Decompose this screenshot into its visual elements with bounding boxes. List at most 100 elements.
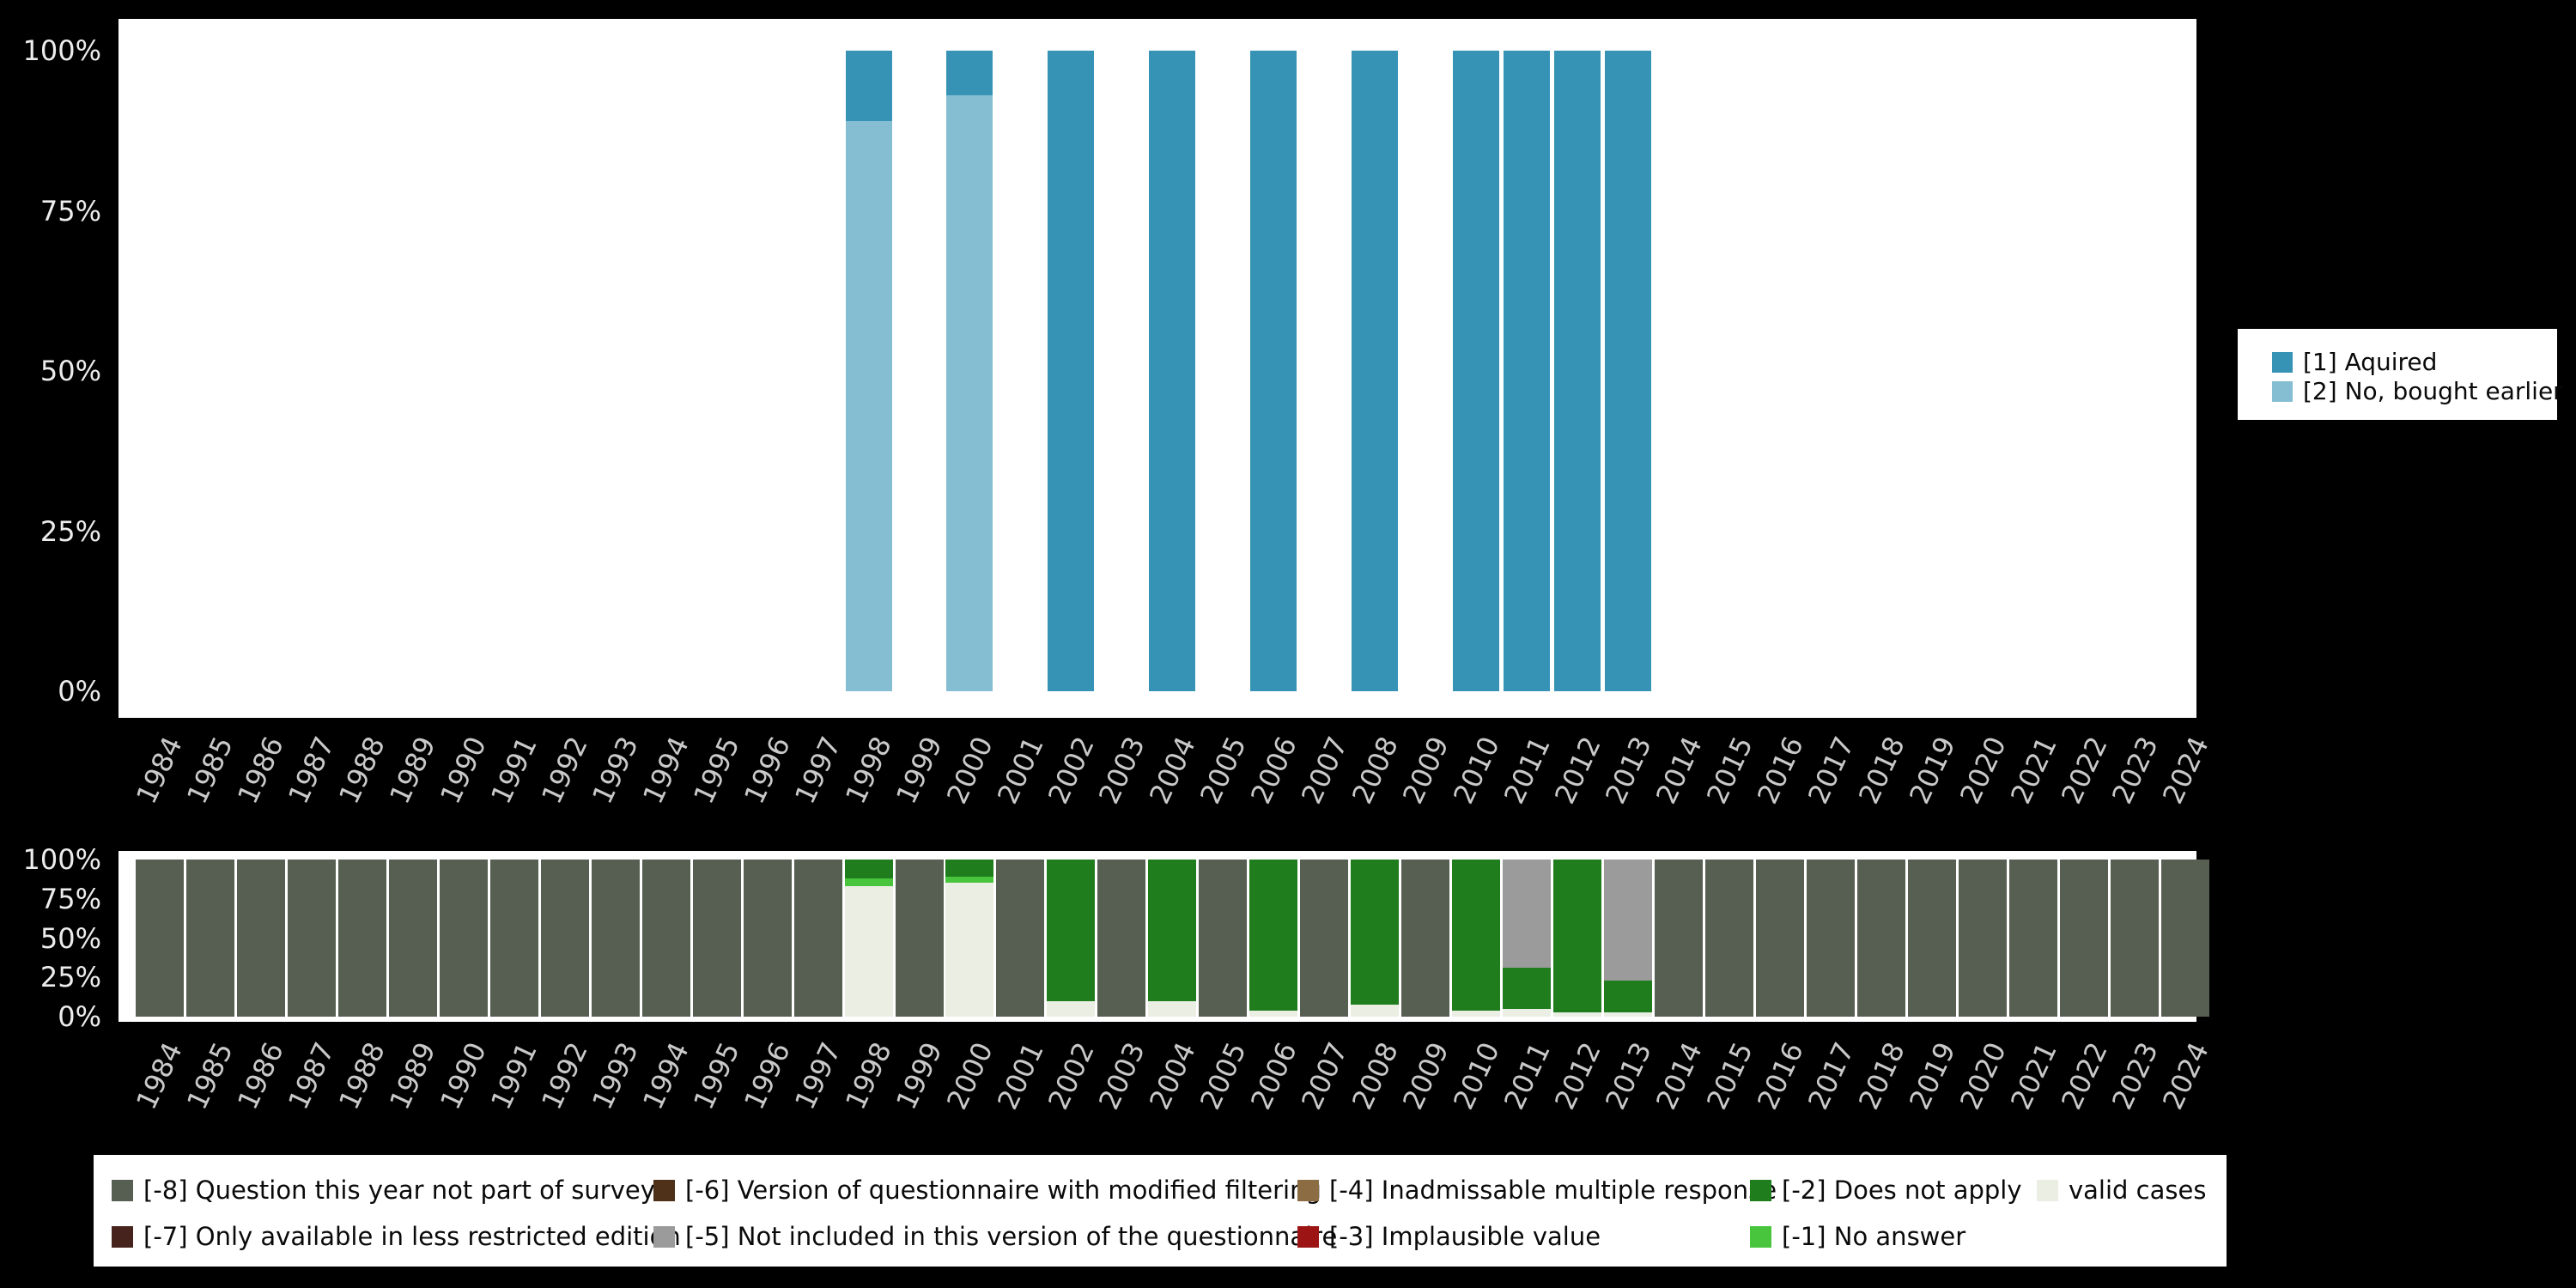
bar-segment-1997--8[interactable] <box>793 859 842 1018</box>
bar-segment-1990--8[interactable] <box>439 859 488 1018</box>
bar-segment-2012-valid[interactable] <box>1553 1012 1602 1018</box>
bar-segment-1994--8[interactable] <box>641 859 690 1018</box>
bar-segment-2007--8[interactable] <box>1300 859 1349 1018</box>
bar-segment-2012--2[interactable] <box>1553 859 1602 1012</box>
bar-segment-2006-1[interactable] <box>1250 51 1297 691</box>
x-tick-label-2000: 2000 <box>940 732 999 809</box>
bar-segment-1996--8[interactable] <box>743 859 792 1018</box>
legend-label--1: [-1] No answer <box>1782 1222 1966 1251</box>
bar-segment-2000-1[interactable] <box>946 51 993 96</box>
bar-segment-2021--8[interactable] <box>2009 859 2058 1018</box>
bar-segment-2009--8[interactable] <box>1401 859 1450 1018</box>
legend-item--6: [-6] Version of questionnaire with modif… <box>653 1176 1321 1205</box>
bar-segment-2012-1[interactable] <box>1554 51 1601 691</box>
x-tick-label-2003: 2003 <box>1092 732 1151 809</box>
bar-segment-1984--8[interactable] <box>135 859 184 1018</box>
bar-segment-2019--8[interactable] <box>1908 859 1957 1018</box>
bar-segment-2008-1[interactable] <box>1352 51 1399 691</box>
x-tick-label-1984: 1984 <box>130 1037 190 1115</box>
x-tick-label-2019: 2019 <box>1902 1037 1962 1115</box>
bar-segment-2005--8[interactable] <box>1199 859 1248 1018</box>
legend-label-1: [1] Aquired <box>2303 348 2438 376</box>
x-tick-label-2021: 2021 <box>2003 1037 2063 1115</box>
values-chart-y-axis: 0% 25% 50% 75% 100% <box>7 19 101 718</box>
bar-segment-1999--8[interactable] <box>895 859 944 1018</box>
bar-segment-1995--8[interactable] <box>692 859 741 1018</box>
bar-segment-1989--8[interactable] <box>388 859 437 1018</box>
bar-segment-2006-valid[interactable] <box>1249 1011 1298 1018</box>
bar-segment-2000-2[interactable] <box>946 95 993 691</box>
legend-label--4: [-4] Inadmissable multiple response <box>1329 1176 1777 1205</box>
bar-segment-2017--8[interactable] <box>1807 859 1856 1018</box>
legend-item-valid: valid cases <box>2037 1176 2206 1205</box>
bar-segment-1998-valid[interactable] <box>844 885 893 1018</box>
bar-segment-2000--1[interactable] <box>945 876 994 884</box>
x-tick-label-1999: 1999 <box>890 1037 949 1115</box>
bar-segment-2013--5[interactable] <box>1604 859 1653 981</box>
bar-segment-2010-valid[interactable] <box>1452 1011 1501 1018</box>
x-tick-label-2009: 2009 <box>1395 732 1455 809</box>
bar-segment-2011--2[interactable] <box>1503 968 1552 1010</box>
x-tick-label-1999: 1999 <box>890 732 949 809</box>
legend-label--8: [-8] Question this year not part of surv… <box>143 1176 655 1205</box>
bar-segment-2011-1[interactable] <box>1504 51 1551 691</box>
bar-segment-2001--8[interactable] <box>996 859 1045 1018</box>
bar-segment-2002-1[interactable] <box>1048 51 1095 691</box>
x-tick-label-2007: 2007 <box>1294 732 1354 809</box>
x-tick-label-2004: 2004 <box>1142 732 1202 809</box>
legend-item-2: [2] No, bought earlier <box>2272 377 2563 405</box>
bar-segment-2000-valid[interactable] <box>945 883 994 1018</box>
x-tick-label-1987: 1987 <box>282 732 342 809</box>
bar-segment-2010-1[interactable] <box>1453 51 1500 691</box>
bar-segment-1988--8[interactable] <box>337 859 386 1018</box>
x-tick-label-1996: 1996 <box>738 732 798 809</box>
bar-segment-2008--2[interactable] <box>1351 859 1400 1005</box>
bar-segment-1998-2[interactable] <box>845 121 892 691</box>
bar-segment-2024--8[interactable] <box>2161 859 2209 1018</box>
x-tick-label-2014: 2014 <box>1649 1037 1709 1115</box>
bar-segment-2003--8[interactable] <box>1097 859 1146 1018</box>
bar-segment-2008-valid[interactable] <box>1351 1004 1400 1018</box>
legend-swatch-1 <box>2272 351 2293 373</box>
bar-segment-2004-1[interactable] <box>1149 51 1196 691</box>
bar-segment-2002--2[interactable] <box>1047 859 1096 1001</box>
bar-segment-2000--2[interactable] <box>945 859 994 877</box>
x-tick-label-1992: 1992 <box>535 1037 595 1115</box>
x-tick-label-1994: 1994 <box>636 732 696 809</box>
bar-segment-1993--8[interactable] <box>591 859 640 1018</box>
x-tick-label-1996: 1996 <box>738 1037 798 1115</box>
y-tick-label: 100% <box>22 842 101 876</box>
bar-segment-2022--8[interactable] <box>2060 859 2109 1018</box>
bar-segment-2020--8[interactable] <box>1959 859 2008 1018</box>
bar-segment-2014--8[interactable] <box>1655 859 1704 1018</box>
bar-segment-2006--2[interactable] <box>1249 859 1298 1012</box>
bar-segment-1991--8[interactable] <box>489 859 538 1018</box>
bar-segment-1998--1[interactable] <box>844 878 893 886</box>
x-tick-label-2002: 2002 <box>1042 732 1101 809</box>
x-tick-label-2019: 2019 <box>1902 732 1962 809</box>
bar-segment-2016--8[interactable] <box>1756 859 1805 1018</box>
bar-segment-1998-1[interactable] <box>845 51 892 122</box>
bar-segment-2002-valid[interactable] <box>1047 1001 1096 1018</box>
bar-segment-2013-valid[interactable] <box>1604 1012 1653 1018</box>
x-tick-label-2007: 2007 <box>1294 1037 1354 1115</box>
bar-segment-2011-valid[interactable] <box>1503 1009 1552 1018</box>
bar-segment-1992--8[interactable] <box>540 859 589 1018</box>
x-tick-label-2022: 2022 <box>2054 1037 2114 1115</box>
bar-segment-2015--8[interactable] <box>1705 859 1754 1018</box>
bar-segment-1986--8[interactable] <box>236 859 285 1018</box>
bar-segment-2018--8[interactable] <box>1857 859 1906 1018</box>
bar-segment-1998--2[interactable] <box>844 859 893 878</box>
bar-segment-2013--2[interactable] <box>1604 981 1653 1012</box>
bar-segment-2004--2[interactable] <box>1148 859 1197 1001</box>
bar-segment-2010--2[interactable] <box>1452 859 1501 1012</box>
bar-segment-2013-1[interactable] <box>1605 51 1652 691</box>
bar-segment-2011--5[interactable] <box>1503 859 1552 969</box>
bar-segment-2004-valid[interactable] <box>1148 1001 1197 1018</box>
bar-segment-2023--8[interactable] <box>2111 859 2160 1018</box>
x-tick-label-2016: 2016 <box>1750 732 1810 809</box>
x-tick-label-2010: 2010 <box>1446 732 1506 809</box>
bar-segment-1985--8[interactable] <box>185 859 234 1018</box>
bar-segment-1987--8[interactable] <box>287 859 336 1018</box>
x-tick-label-2013: 2013 <box>1598 732 1658 809</box>
